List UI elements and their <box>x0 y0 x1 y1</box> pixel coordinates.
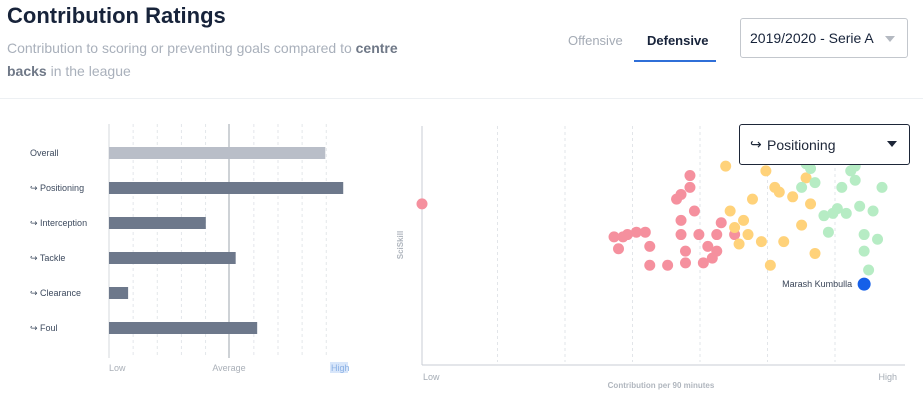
scatter-point <box>684 181 696 193</box>
scatter-point <box>662 259 674 271</box>
bar-tick-high-highlight <box>330 362 348 373</box>
subtitle-suffix: in the league <box>46 63 131 79</box>
subtitle-text: Contribution to scoring or preventing go… <box>7 40 352 56</box>
scatter-point <box>711 245 723 257</box>
scatter-point <box>858 229 870 241</box>
metric-select[interactable]: ↪ Positioning <box>739 124 910 165</box>
bar-tick-low: Low <box>109 363 126 373</box>
scatter-point <box>679 245 691 257</box>
bar-category-label: ↪ Tackle <box>30 253 65 263</box>
scatter-point <box>805 198 817 210</box>
scatter-highlight-label: Marash Kumbulla <box>782 279 852 289</box>
scatter-point <box>867 205 879 217</box>
scatter-point <box>787 191 799 203</box>
scatter-point <box>840 207 852 219</box>
scatter-point <box>688 205 700 217</box>
scatter-x-label: Contribution per 90 minutes <box>608 381 715 390</box>
scatter-point <box>693 229 705 241</box>
metric-select-value: Positioning <box>767 137 836 153</box>
header-divider <box>0 98 923 99</box>
scatter-point <box>854 200 866 212</box>
bar-category-label: ↪ Positioning <box>30 183 84 193</box>
scatter-point <box>849 174 861 186</box>
scatter-point <box>711 229 723 241</box>
scatter-point <box>755 236 767 248</box>
scatter-point <box>773 186 785 198</box>
tab-offensive[interactable]: Offensive <box>568 33 623 48</box>
scatter-point <box>831 203 843 215</box>
scatter-point <box>796 219 808 231</box>
scatter-point <box>872 233 884 245</box>
bar-1 <box>109 182 344 194</box>
scatter-point <box>679 257 691 269</box>
scatter-point <box>608 231 620 243</box>
scatter-point <box>800 172 812 184</box>
chevron-down-icon <box>885 36 895 42</box>
scatter-y-label: SciSkill <box>396 231 405 259</box>
bar-4 <box>109 287 129 299</box>
scatter-point <box>720 160 732 172</box>
active-tab-indicator <box>634 60 716 62</box>
season-select[interactable]: 2019/2020 - Serie A <box>740 18 908 58</box>
scatter-highlight-point <box>857 277 871 291</box>
scatter-point <box>684 170 696 182</box>
scatter-point <box>639 226 651 238</box>
scatter-point <box>858 245 870 257</box>
scatter-point <box>675 188 687 200</box>
scatter-point <box>836 181 848 193</box>
scatter-point <box>863 264 875 276</box>
page-subtitle: Contribution to scoring or preventing go… <box>7 37 407 83</box>
scatter-point <box>675 229 687 241</box>
bar-2 <box>109 217 206 229</box>
caret-down-icon <box>887 141 897 147</box>
bar-0 <box>109 147 326 159</box>
scatter-point <box>715 217 727 229</box>
subtitle-position: centre backs <box>7 40 398 79</box>
scatter-point <box>733 238 745 250</box>
bar-category-label: ↪ Clearance <box>30 288 81 298</box>
bar-category-label: ↪ Interception <box>30 218 87 228</box>
scatter-point <box>675 214 687 226</box>
bar-tick-high: High <box>331 363 350 373</box>
scatter-point <box>697 257 709 269</box>
scatter-point <box>738 214 750 226</box>
scatter-tick-high: High <box>878 372 897 382</box>
scatter-point <box>764 259 776 271</box>
tab-defensive[interactable]: Defensive <box>647 33 709 48</box>
bar-category-label: ↪ Foul <box>30 323 58 333</box>
scatter-point <box>818 210 830 222</box>
scatter-point <box>742 229 754 241</box>
scatter-point <box>805 162 817 174</box>
scatter-point <box>760 165 772 177</box>
scatter-point <box>809 247 821 259</box>
season-select-value: 2019/2020 - Serie A <box>750 30 874 46</box>
bar-5 <box>109 322 258 334</box>
return-arrow-icon: ↪ <box>750 136 762 152</box>
bar-category-label: Overall <box>30 148 59 158</box>
scatter-point <box>724 205 736 217</box>
page-title: Contribution Ratings <box>7 3 226 28</box>
scatter-point <box>644 240 656 252</box>
bar-3 <box>109 252 236 264</box>
scatter-point <box>746 193 758 205</box>
scatter-point <box>613 243 625 255</box>
scatter-point <box>809 177 821 189</box>
scatter-tick-low: Low <box>423 372 440 382</box>
scatter-point <box>876 181 888 193</box>
scatter-point <box>729 221 741 233</box>
scatter-point <box>778 236 790 248</box>
scatter-point <box>796 181 808 193</box>
bar-tick-average: Average <box>212 363 245 373</box>
scatter-point <box>621 229 633 241</box>
scatter-point <box>644 259 656 271</box>
scatter-point <box>822 226 834 238</box>
scatter-point <box>416 198 428 210</box>
scatter-point <box>702 240 714 252</box>
scatter-point <box>630 226 642 238</box>
